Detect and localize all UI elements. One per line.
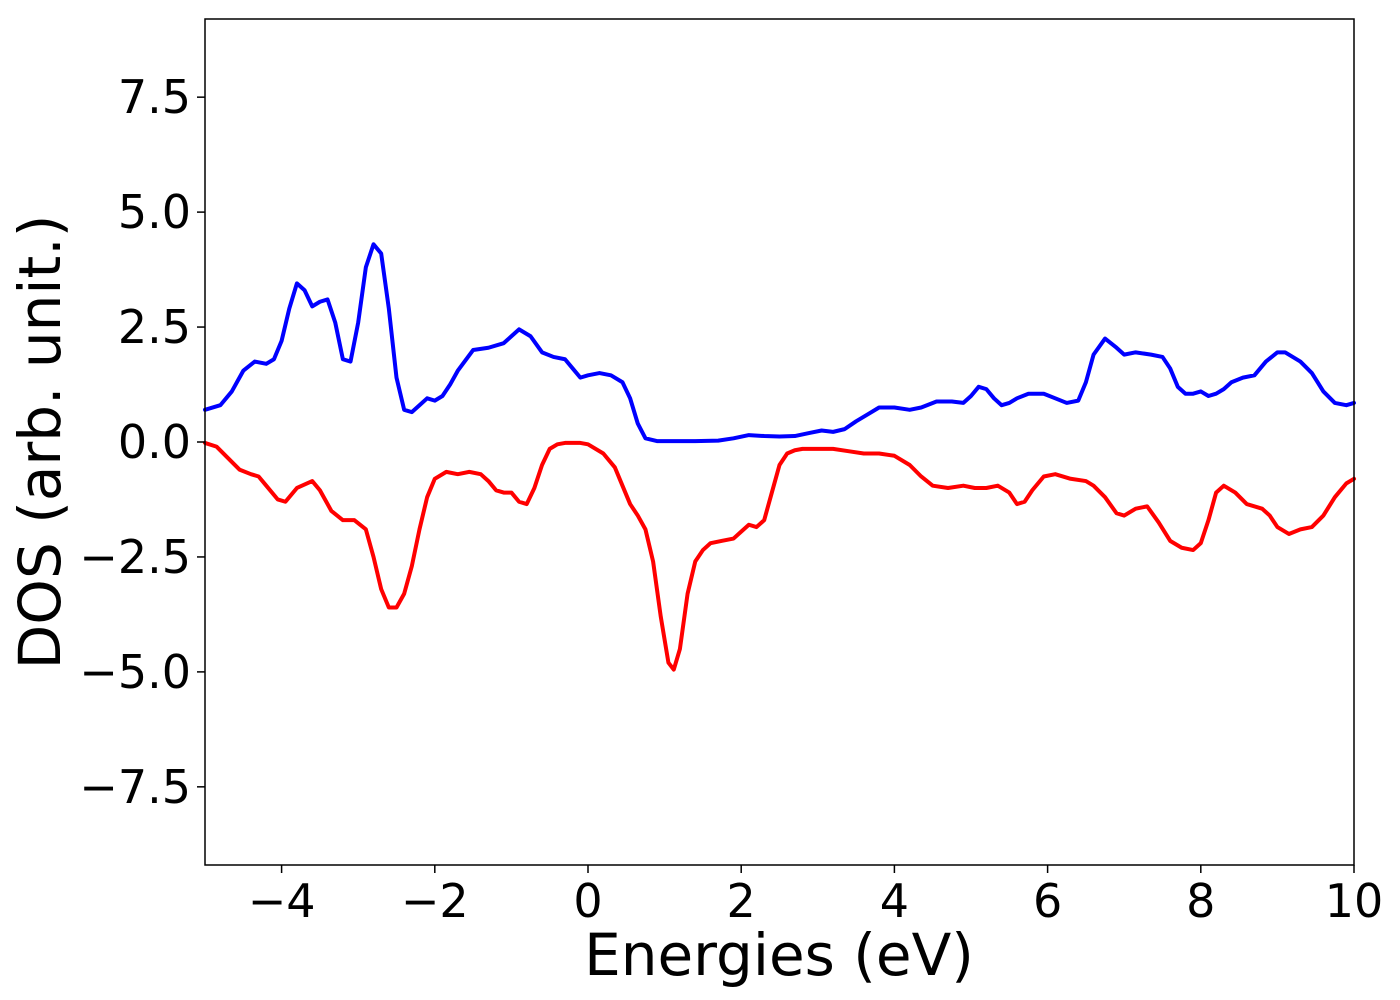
series-lines (203, 242, 1356, 672)
y-tick-label: −2.5 (79, 530, 191, 584)
y-tick-label: 5.0 (118, 185, 191, 239)
x-axis-label: Energies (eV) (584, 921, 974, 989)
x-tick-label: −4 (248, 874, 316, 928)
y-tick-label: 0.0 (118, 415, 191, 469)
y-axis-ticks: 7.5 5.0 2.5 0.0 −2.5 −5.0 −7.5 (79, 70, 205, 814)
x-tick-label: 0 (573, 874, 602, 928)
x-tick-label: 8 (1186, 874, 1215, 928)
y-tick-label: 7.5 (118, 70, 191, 124)
y-tick-label: 2.5 (118, 300, 191, 354)
plot-frame (204, 18, 1355, 866)
x-tick-label: 2 (727, 874, 756, 928)
x-tick-label: 4 (880, 874, 909, 928)
x-axis-ticks: −4 −2 0 2 4 6 8 10 (248, 865, 1384, 928)
y-axis-label: DOS (arb. unit.) (6, 215, 74, 670)
y-tick-label: −5.0 (79, 645, 191, 699)
x-tick-label: 10 (1325, 874, 1384, 928)
x-tick-label: 6 (1033, 874, 1062, 928)
x-tick-label: −2 (401, 874, 469, 928)
series-line-1 (203, 242, 1356, 444)
series-line-2 (203, 440, 1356, 672)
y-tick-label: −7.5 (79, 760, 191, 814)
